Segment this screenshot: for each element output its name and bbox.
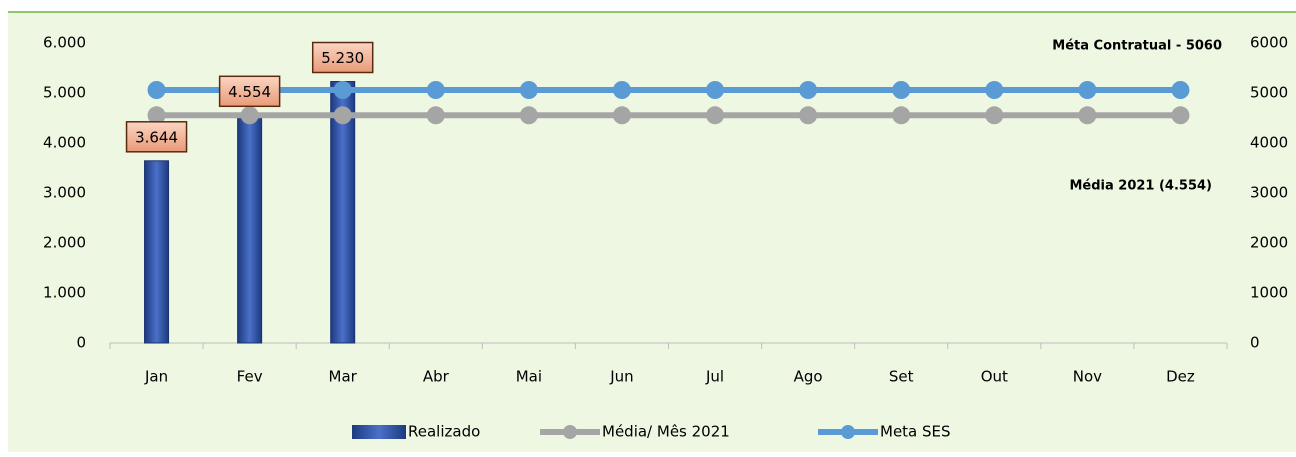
marker — [147, 81, 166, 99]
y2-tick-label: 6000 — [1250, 34, 1288, 52]
y-tick-label: 1.000 — [43, 284, 86, 302]
marker — [985, 81, 1004, 99]
legend-label: Média/ Mês 2021 — [602, 423, 730, 441]
marker — [892, 106, 911, 125]
marker — [1078, 106, 1097, 125]
data-label-box — [218, 75, 281, 108]
bar — [144, 160, 170, 344]
marker — [147, 106, 166, 125]
data-label: 3.644 — [135, 128, 178, 146]
legend-swatch — [352, 425, 406, 439]
legend-label: Realizado — [408, 423, 480, 441]
y-tick-label: 6.000 — [43, 34, 86, 52]
marker — [333, 106, 352, 125]
marker — [892, 81, 911, 99]
legend-label: Meta SES — [880, 423, 951, 441]
x-tick-label: Mar — [329, 368, 358, 386]
x-tick-label: Ago — [794, 368, 823, 386]
legend-marker — [841, 425, 855, 439]
marker — [1078, 81, 1097, 99]
bar — [237, 114, 263, 344]
marker — [706, 81, 725, 99]
marker — [426, 106, 445, 125]
x-tick-label: Jan — [144, 368, 168, 386]
marker — [333, 81, 352, 99]
x-tick-label: Abr — [423, 368, 450, 386]
y2-tick-label: 3000 — [1250, 184, 1288, 202]
y-tick-label: 3.000 — [43, 184, 86, 202]
y-tick-label: 5.000 — [43, 84, 86, 102]
x-tick-label: Jul — [705, 368, 724, 386]
y2-tick-label: 1000 — [1250, 284, 1288, 302]
y2-tick-label: 2000 — [1250, 234, 1288, 252]
marker — [799, 81, 818, 99]
y2-tick-label: 4000 — [1250, 134, 1288, 152]
marker — [426, 81, 445, 99]
x-tick-label: Out — [981, 368, 1008, 386]
x-tick-label: Jun — [609, 368, 633, 386]
x-tick-label: Mai — [516, 368, 542, 386]
data-label: 5.230 — [321, 49, 364, 67]
x-tick-label: Set — [889, 368, 914, 386]
y2-tick-label: 0 — [1250, 334, 1260, 352]
marker — [519, 81, 538, 99]
legend-marker — [563, 425, 577, 439]
marker — [519, 106, 538, 125]
y2-tick-label: 5000 — [1250, 84, 1288, 102]
marker — [1171, 106, 1190, 125]
marker — [612, 106, 631, 125]
marker — [799, 106, 818, 125]
data-label: 4.554 — [228, 83, 271, 101]
data-label-box — [311, 41, 374, 74]
y-tick-label: 4.000 — [43, 134, 86, 152]
y-tick-label: 0 — [76, 334, 86, 352]
x-tick-label: Nov — [1073, 368, 1102, 386]
annotation: Méta Contratual - 5060 — [1052, 39, 1222, 54]
x-tick-label: Fev — [237, 368, 263, 386]
x-tick-label: Dez — [1166, 368, 1195, 386]
marker — [706, 106, 725, 125]
annotation: Média 2021 (4.554) — [1069, 179, 1212, 194]
marker — [985, 106, 1004, 125]
y-tick-label: 2.000 — [43, 234, 86, 252]
marker — [240, 106, 259, 125]
marker — [612, 81, 631, 99]
chart-background — [8, 12, 1296, 452]
marker — [1171, 81, 1190, 99]
data-label-box — [125, 121, 188, 153]
